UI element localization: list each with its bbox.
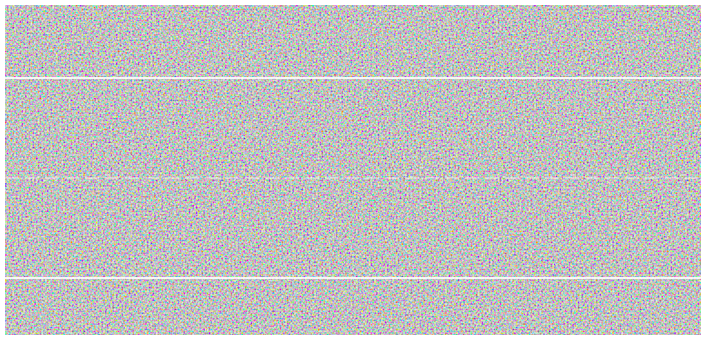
noise-field	[5, 5, 701, 335]
